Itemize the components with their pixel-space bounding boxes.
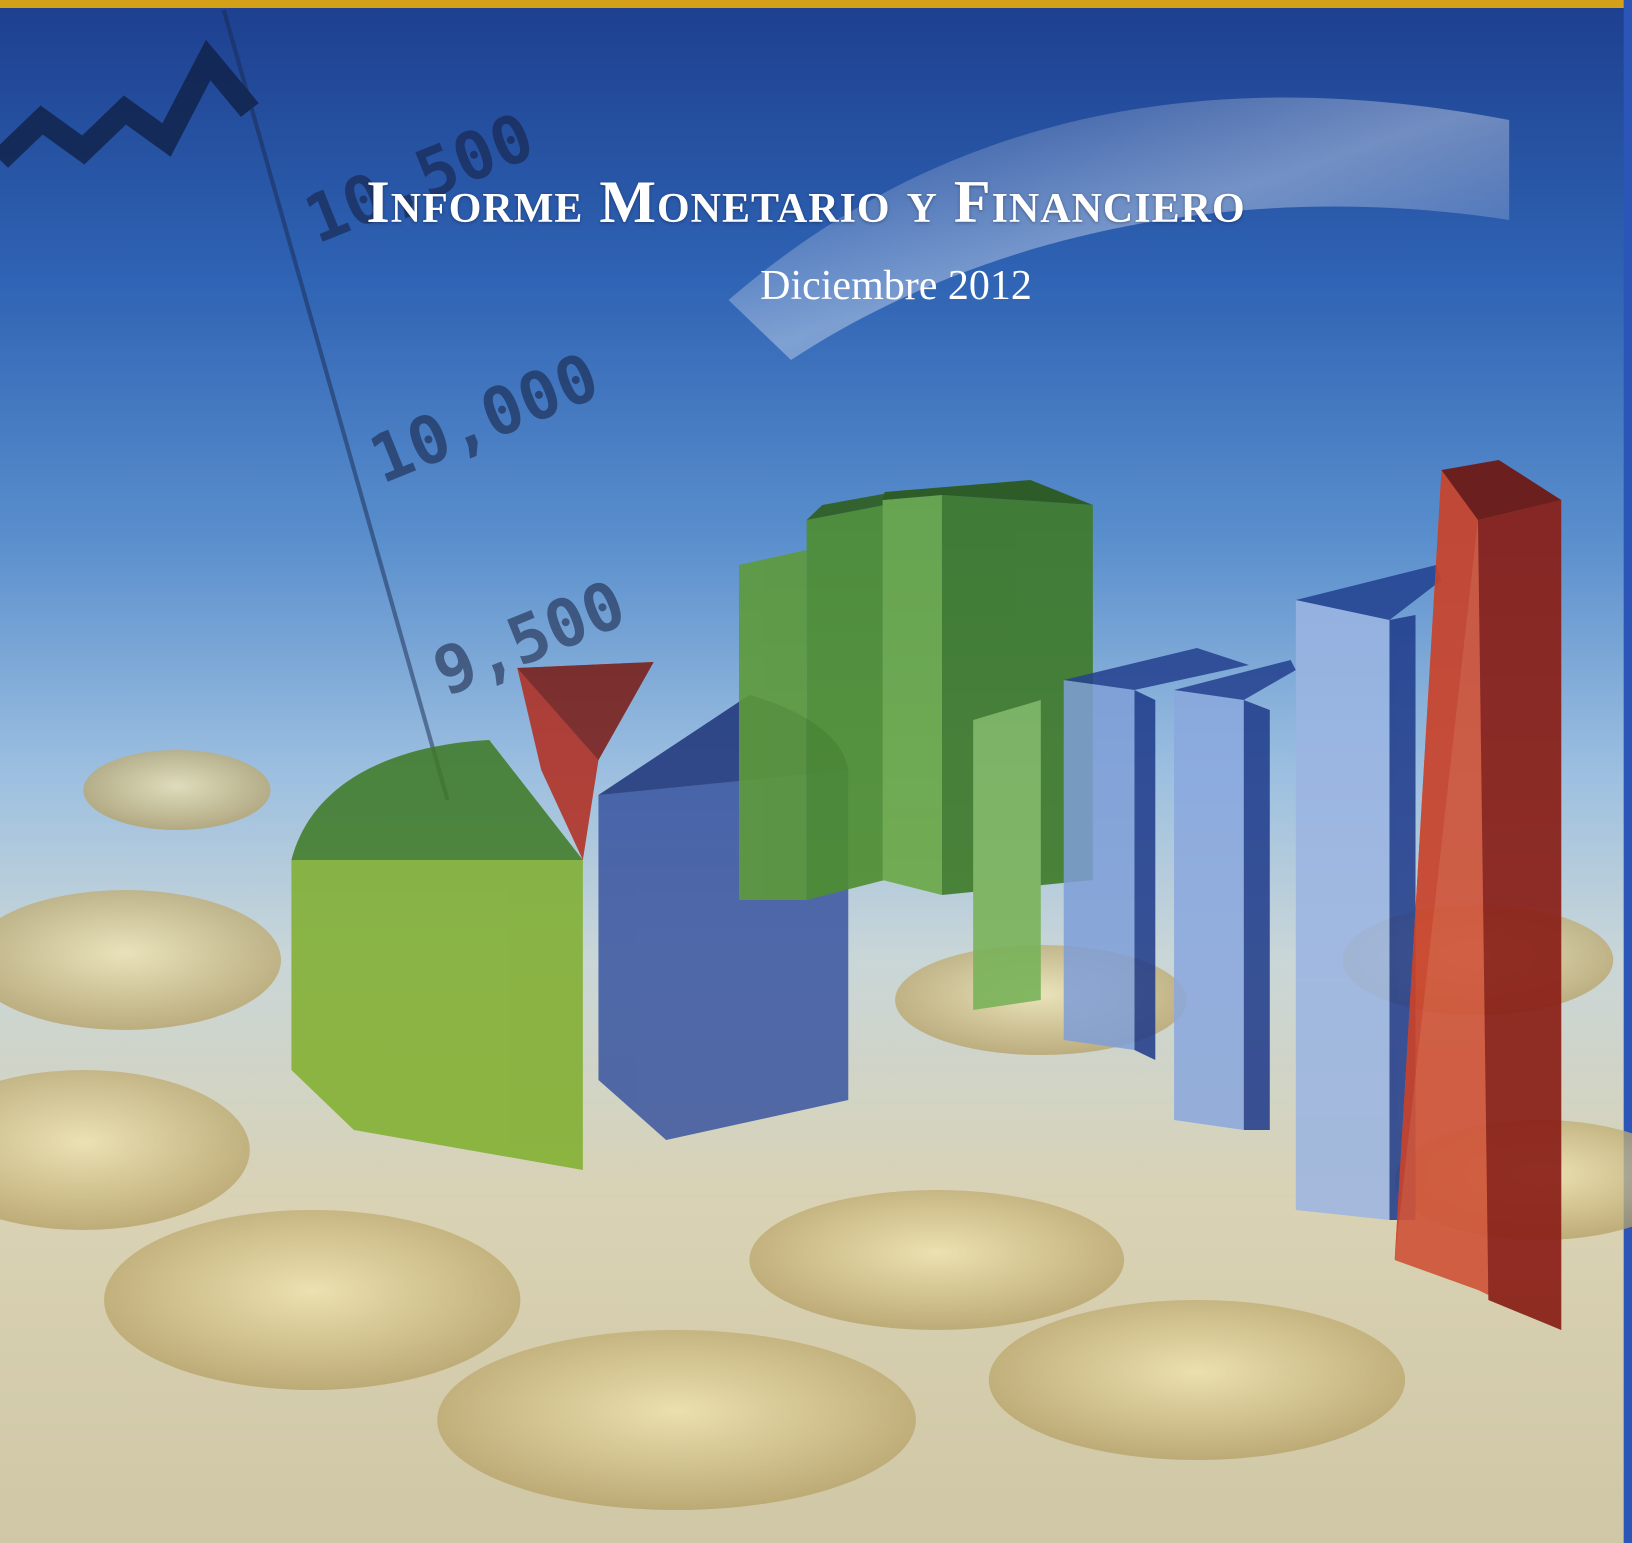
report-date: Diciembre 2012: [0, 262, 1612, 310]
report-cover: 10,500 10,000 9,500 Informe Monetario y …: [0, 0, 1632, 1543]
report-title: Informe Monetario y Financiero: [0, 168, 1612, 237]
